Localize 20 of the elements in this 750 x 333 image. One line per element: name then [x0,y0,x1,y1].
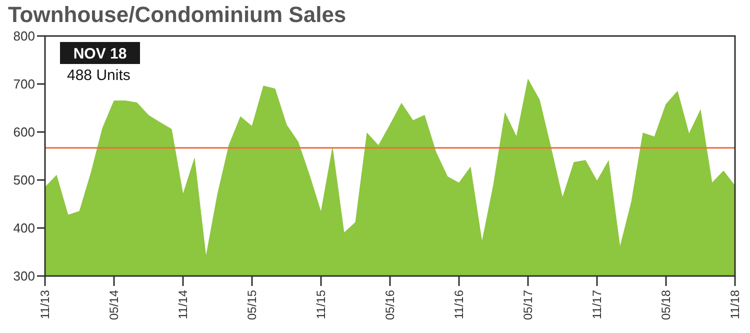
x-tick-label: 11/13 [38,290,52,320]
y-tick-label: 600 [13,124,35,140]
y-tick-label: 300 [13,268,35,284]
annotation: NOV 18 [73,45,127,62]
chart-title: Townhouse/Condominium Sales [8,2,346,27]
y-tick-label: 800 [13,28,35,44]
y-tick-label: 400 [13,220,35,236]
x-tick-label: 11/15 [314,290,328,320]
x-tick-label: 11/18 [728,290,742,320]
x-tick-label: 05/17 [521,290,536,320]
x-tick-label: 11/16 [452,290,466,320]
y-tick-label: 700 [13,76,35,92]
x-tick-label: 11/17 [590,290,604,320]
x-tick-label: 11/14 [176,290,190,320]
y-tick-label: 500 [13,172,35,188]
x-tick-label: 05/16 [383,290,398,320]
x-tick-label: 05/14 [107,290,122,320]
annotation: 488 Units [67,67,130,84]
x-tick-label: 05/18 [659,290,674,320]
x-tick-label: 05/15 [245,290,260,320]
